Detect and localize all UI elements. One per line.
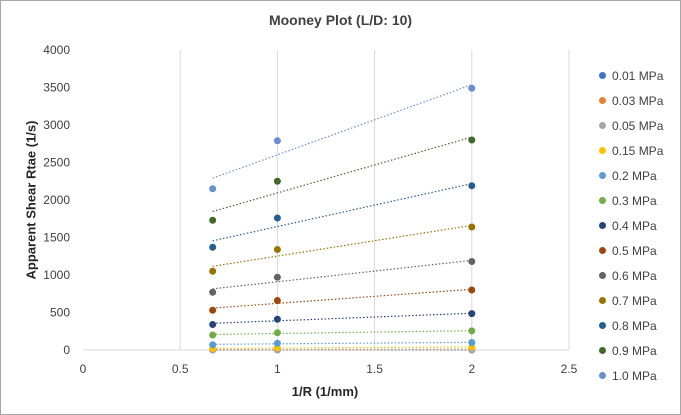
- legend-item: 0.3 MPa: [593, 188, 679, 213]
- data-point: [209, 341, 217, 349]
- legend-label: 1.0 MPa: [612, 368, 657, 383]
- data-point: [468, 310, 476, 318]
- data-point: [468, 182, 476, 190]
- data-point: [273, 137, 281, 145]
- trendline: [212, 259, 472, 290]
- y-tick-label: 2500: [43, 156, 70, 170]
- y-tick-label: 2000: [43, 193, 70, 207]
- legend-item: 0.5 MPa: [593, 238, 679, 263]
- y-tick-label: 3000: [43, 118, 70, 132]
- legend-label: 0.05 MPa: [612, 118, 664, 133]
- legend-marker: [599, 347, 606, 354]
- y-tick-label: 4000: [43, 43, 70, 57]
- data-point: [468, 286, 476, 294]
- legend-marker: [599, 147, 606, 154]
- trendline: [212, 346, 472, 349]
- legend-marker: [599, 322, 606, 329]
- data-point: [273, 214, 281, 222]
- legend-label: 0.2 MPa: [612, 168, 657, 183]
- x-tick-label: 1.5: [366, 362, 383, 376]
- data-point: [209, 321, 217, 328]
- data-point: [468, 223, 476, 231]
- trendline: [212, 330, 472, 336]
- legend-label: 0.6 MPa: [612, 268, 657, 283]
- legend: 0.01 MPa 0.03 MPa 0.05 MPa 0.15 MPa 0.2 MPa 0…: [593, 63, 679, 388]
- legend-item: 0.9 MPa: [593, 338, 679, 363]
- data-point: [273, 315, 281, 323]
- legend-item: 0.15 MPa: [593, 138, 679, 163]
- legend-label: 0.15 MPa: [612, 143, 664, 158]
- x-tick-label: 2.5: [561, 362, 578, 376]
- x-tick-label: 1: [274, 362, 281, 376]
- data-point: [273, 273, 281, 281]
- x-tick-label: 0: [80, 362, 87, 376]
- data-point: [209, 216, 217, 224]
- legend-marker: [599, 247, 606, 254]
- data-point: [273, 297, 281, 304]
- data-point: [273, 177, 281, 185]
- data-point: [209, 288, 217, 296]
- data-point: [209, 331, 217, 339]
- data-point: [468, 339, 476, 346]
- legend-item: 0.03 MPa: [593, 88, 679, 113]
- data-point: [209, 185, 217, 193]
- trendline: [212, 183, 472, 242]
- legend-marker: [599, 297, 606, 304]
- data-point: [468, 136, 476, 144]
- trendline: [212, 224, 472, 267]
- data-point: [273, 246, 281, 253]
- y-tick-label: 3500: [43, 81, 70, 95]
- legend-marker: [599, 97, 606, 104]
- x-axis-label: 1/R (1/mm): [291, 384, 359, 399]
- legend-label: 0.9 MPa: [612, 343, 657, 358]
- y-tick-label: 1000: [43, 268, 70, 282]
- data-point: [468, 84, 476, 92]
- x-tick-label: 0.5: [172, 362, 189, 376]
- legend-item: 1.0 MPa: [593, 363, 679, 388]
- legend-item: 0.01 MPa: [593, 63, 679, 88]
- data-point: [273, 339, 281, 347]
- trendline: [212, 341, 472, 345]
- legend-item: 0.05 MPa: [593, 113, 679, 138]
- legend-item: 0.4 MPa: [593, 213, 679, 238]
- legend-label: 0.7 MPa: [612, 293, 657, 308]
- legend-marker: [599, 222, 606, 229]
- data-point: [273, 329, 281, 337]
- legend-marker: [599, 72, 606, 79]
- legend-label: 0.03 MPa: [612, 93, 664, 108]
- data-point: [209, 306, 217, 314]
- data-point: [209, 267, 217, 275]
- legend-marker: [599, 372, 606, 379]
- trendline: [212, 312, 472, 324]
- data-point: [209, 243, 217, 251]
- legend-label: 0.3 MPa: [612, 193, 657, 208]
- legend-marker: [599, 272, 606, 279]
- legend-item: 0.6 MPa: [593, 263, 679, 288]
- legend-marker: [599, 197, 606, 204]
- legend-marker: [599, 172, 606, 179]
- legend-item: 0.2 MPa: [593, 163, 679, 188]
- legend-marker: [599, 122, 606, 129]
- legend-label: 0.01 MPa: [612, 68, 664, 83]
- legend-item: 0.8 MPa: [593, 313, 679, 338]
- legend-item: 0.7 MPa: [593, 288, 679, 313]
- trendline: [212, 288, 472, 309]
- x-tick-label: 2: [468, 362, 475, 376]
- legend-label: 0.5 MPa: [612, 243, 657, 258]
- trendline: [212, 84, 473, 179]
- data-point: [468, 327, 476, 335]
- y-tick-label: 1500: [43, 231, 70, 245]
- y-tick-label: 500: [50, 306, 70, 320]
- legend-label: 0.4 MPa: [612, 218, 657, 233]
- data-point: [468, 258, 476, 265]
- y-tick-label: 0: [63, 343, 70, 357]
- chart-title: Mooney Plot (L/D: 10): [268, 12, 413, 28]
- legend-label: 0.8 MPa: [612, 318, 657, 333]
- trendline: [212, 136, 472, 213]
